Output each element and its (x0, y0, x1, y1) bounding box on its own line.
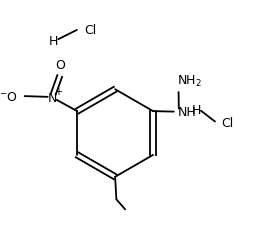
Text: H: H (192, 103, 201, 116)
Text: Cl: Cl (221, 117, 233, 130)
Text: $\mathsf{{}^{-}O}$: $\mathsf{{}^{-}O}$ (0, 90, 18, 103)
Text: O: O (55, 59, 65, 72)
Text: +: + (54, 87, 62, 97)
Text: NH$_2$: NH$_2$ (177, 73, 202, 88)
Text: N: N (47, 91, 57, 104)
Text: H: H (49, 35, 58, 48)
Text: Cl: Cl (84, 24, 96, 37)
Text: NH: NH (178, 106, 197, 119)
